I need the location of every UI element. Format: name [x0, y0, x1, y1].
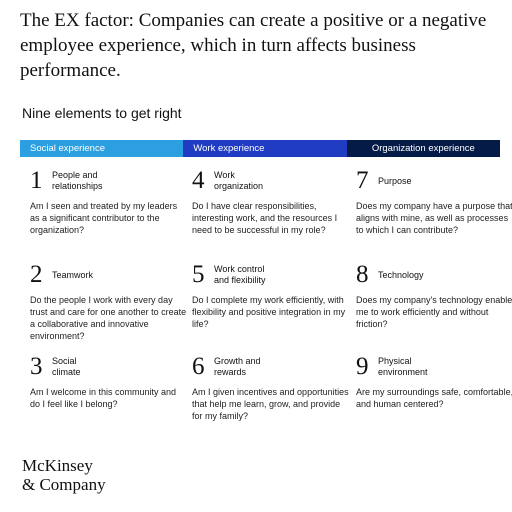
header-social-experience: Social experience — [20, 140, 184, 157]
mckinsey-logo: McKinsey & Company — [22, 456, 106, 494]
element-work-control-and-flexibility: 5 Work control and flexibility Do I compl… — [192, 260, 350, 330]
element-name: People and relationships — [52, 170, 103, 191]
element-number: 1 — [30, 167, 43, 194]
element-name: Work organization — [214, 170, 264, 191]
element-question: Am I given incentives and opportunities … — [192, 387, 349, 421]
element-question: Does my company have a purpose that alig… — [356, 201, 512, 235]
element-social-climate: 3 Social climate Am I welcome in this com… — [30, 352, 188, 410]
element-name: Purpose — [378, 175, 412, 186]
element-number: 4 — [192, 167, 205, 194]
element-people-and-relationships: 1 People and relationships Am I seen and … — [30, 166, 188, 236]
header-organization-experience: Organization experience — [346, 140, 500, 157]
element-number: 8 — [356, 261, 369, 288]
element-number: 3 — [30, 353, 43, 380]
element-work-organization: 4 Work organization Do I have clear respo… — [192, 166, 350, 236]
element-question: Am I seen and treated by my leaders as a… — [30, 201, 178, 235]
subtitle: Nine elements to get right — [22, 105, 182, 121]
element-question: Do the people I work with every day trus… — [30, 295, 187, 341]
element-teamwork: 2 Teamwork Do the people I work with ever… — [30, 260, 188, 342]
logo-line-1: McKinsey — [22, 456, 93, 475]
element-number: 7 — [356, 167, 369, 194]
element-name: Teamwork — [52, 269, 94, 280]
element-question: Does my company's technology enable me t… — [356, 295, 512, 329]
element-question: Are my surroundings safe, comfortable, a… — [356, 387, 512, 409]
header-work-experience: Work experience — [183, 140, 347, 157]
logo-line-2: & Company — [22, 475, 106, 494]
element-growth-and-rewards: 6 Growth and rewards Am I given incentive… — [192, 352, 350, 422]
element-question: Am I welcome in this community and do I … — [30, 387, 177, 409]
element-question: Do I have clear responsibilities, intere… — [192, 201, 338, 235]
element-number: 6 — [192, 353, 205, 380]
element-question: Do I complete my work efficiently, with … — [192, 295, 346, 329]
element-purpose: 7 Purpose Does my company have a purpose … — [356, 166, 512, 236]
element-physical-environment: 9 Physical environment Are my surrounding… — [356, 352, 512, 410]
element-name: Technology — [378, 269, 424, 280]
element-number: 5 — [192, 261, 205, 288]
category-headers: Social experience Work experience Organi… — [20, 140, 500, 157]
element-number: 2 — [30, 261, 43, 288]
element-name: Work control and flexibility — [214, 264, 266, 285]
element-name: Growth and rewards — [214, 356, 261, 377]
element-name: Physical environment — [378, 356, 428, 377]
element-technology: 8 Technology Does my company's technology… — [356, 260, 512, 330]
element-number: 9 — [356, 353, 369, 380]
element-name: Social climate — [52, 356, 81, 377]
page-title: The EX factor: Companies can create a po… — [20, 10, 487, 81]
